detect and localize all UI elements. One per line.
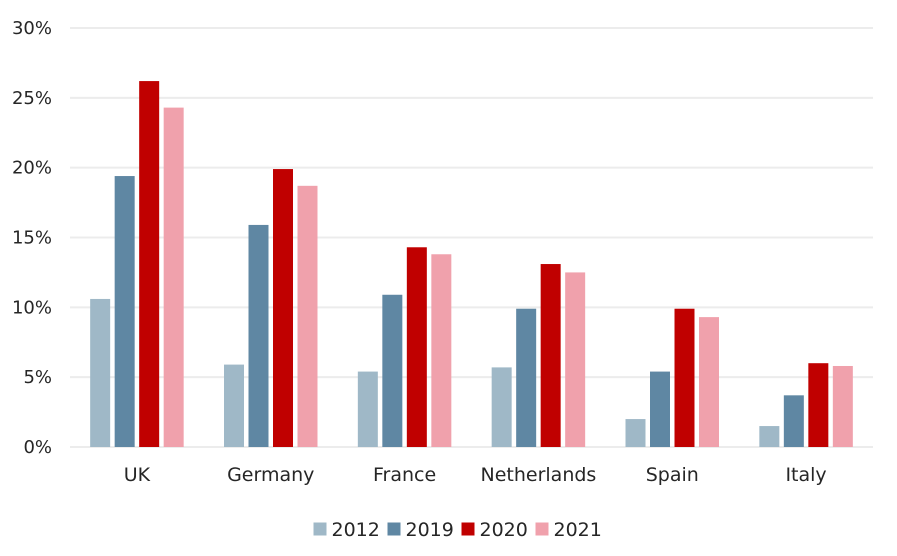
bar-germany-2021 (297, 185, 318, 447)
category-label: Netherlands (481, 464, 597, 486)
y-tick-label: 10% (12, 297, 52, 318)
bar-france-2020 (406, 247, 427, 447)
category-label: UK (124, 464, 151, 486)
y-axis-tick-labels: 0% 5% 10% 15% 20% 25% 30% (12, 18, 52, 458)
bar-france-2019 (382, 294, 403, 447)
bar-spain-2021 (699, 317, 719, 447)
bar-france-2012 (357, 371, 378, 447)
bar-uk-2012 (90, 298, 111, 447)
bar-italy-2019 (783, 395, 804, 447)
legend-swatch (461, 522, 475, 536)
y-tick-label: 20% (12, 158, 52, 179)
bar-spain-2019 (650, 371, 670, 447)
y-tick-label: 30% (12, 18, 52, 39)
legend-item-2020: 2020 (461, 519, 528, 541)
bar-netherlands-2019 (516, 308, 537, 447)
category-label: Germany (227, 464, 314, 486)
legend-label: 2020 (480, 519, 528, 541)
gridlines (70, 27, 873, 448)
bar-france-2021 (431, 254, 452, 447)
bar-uk-2021 (163, 107, 184, 448)
y-tick-label: 0% (23, 437, 52, 458)
bar-spain-2012 (625, 419, 646, 447)
y-tick-label: 15% (12, 228, 52, 249)
y-tick-label: 25% (12, 88, 52, 109)
category-label: Spain (646, 464, 699, 486)
legend-item-2012: 2012 (313, 519, 380, 541)
legend-item-2019: 2019 (387, 519, 454, 541)
category-label: Italy (785, 464, 826, 486)
bar-germany-2019 (248, 224, 269, 447)
bar-germany-2012 (224, 364, 244, 447)
legend: 2012 2019 2020 2021 (313, 519, 602, 541)
bar-netherlands-2021 (565, 272, 586, 447)
legend-label: 2012 (332, 519, 380, 541)
bar-netherlands-2020 (540, 264, 561, 447)
bar-italy-2021 (832, 365, 853, 447)
legend-swatch (387, 522, 401, 536)
bar-uk-2020 (139, 81, 160, 447)
legend-label: 2019 (406, 519, 454, 541)
bar-spain-2020 (674, 308, 695, 447)
x-axis-category-labels: UK Germany France Netherlands Spain Italy (124, 464, 827, 486)
bar-italy-2012 (759, 426, 780, 447)
bar-germany-2020 (273, 169, 293, 447)
legend-swatch (313, 522, 327, 536)
legend-item-2021: 2021 (535, 519, 602, 541)
bar-italy-2020 (808, 363, 829, 447)
category-label: France (373, 464, 436, 486)
bar-netherlands-2012 (491, 367, 512, 447)
legend-swatch (535, 522, 549, 536)
y-tick-label: 5% (23, 367, 52, 388)
legend-label: 2021 (554, 519, 602, 541)
bar-uk-2019 (114, 176, 135, 447)
bars (90, 81, 853, 448)
